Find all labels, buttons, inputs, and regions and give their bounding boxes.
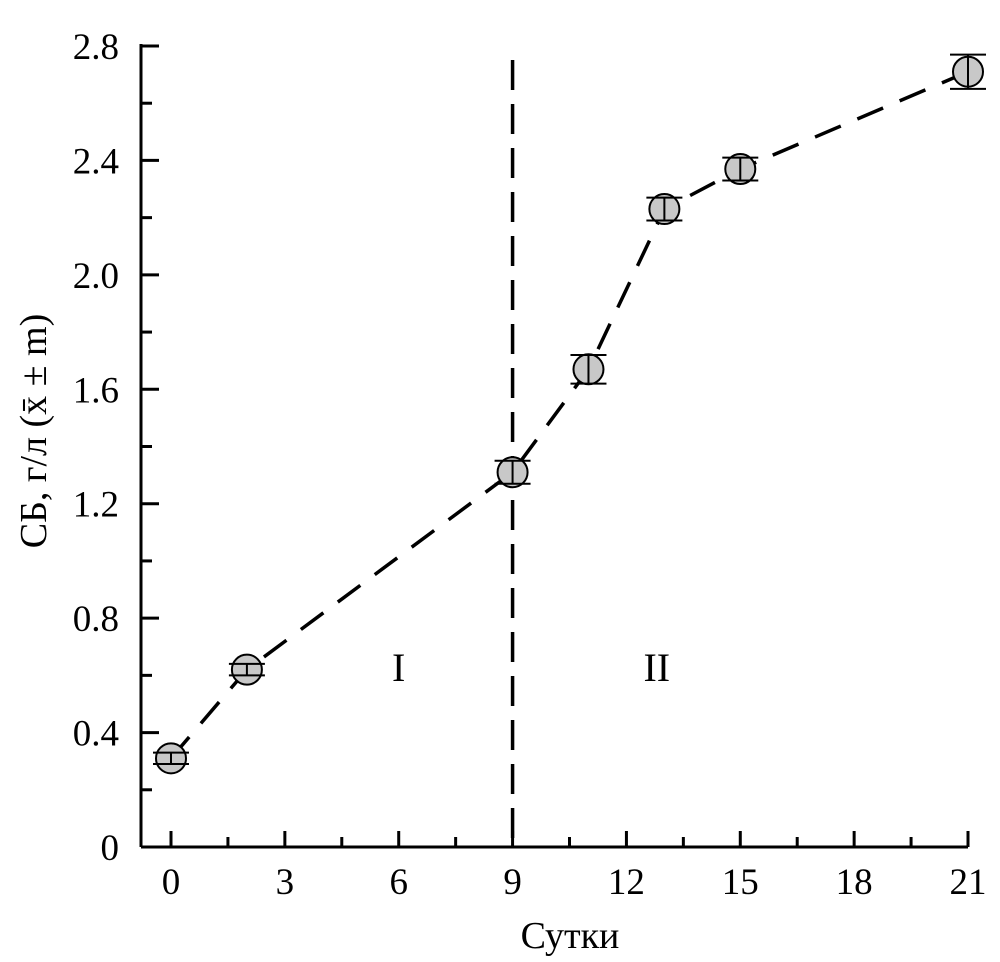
x-tick-label: 9 bbox=[503, 862, 522, 903]
y-axis-title: СБ, г/л (x̄ ± m) bbox=[13, 314, 55, 549]
series-lines bbox=[169, 70, 969, 760]
y-tick-label: 0.4 bbox=[73, 714, 119, 755]
y-tick-label: 2.8 bbox=[73, 27, 119, 68]
y-tick-label: 1.2 bbox=[73, 485, 119, 526]
x-tick-label: 12 bbox=[608, 862, 645, 903]
region-label: II bbox=[643, 645, 670, 690]
y-tick-label: 0.8 bbox=[73, 599, 119, 640]
x-tick-label: 18 bbox=[836, 862, 873, 903]
axes bbox=[139, 44, 968, 849]
x-tick-label: 3 bbox=[276, 862, 295, 903]
series-line bbox=[169, 70, 969, 760]
axis-ticks bbox=[141, 44, 970, 849]
y-tick-label: 1.6 bbox=[73, 370, 119, 411]
region-label: I bbox=[392, 645, 405, 690]
x-tick-label: 0 bbox=[162, 862, 181, 903]
x-tick-label: 21 bbox=[950, 862, 987, 903]
error-bars bbox=[153, 53, 986, 766]
region-labels: I II bbox=[392, 645, 670, 690]
tick-labels: 0 0.4 0.8 1.2 1.6 2.0 2.4 2.8 0 3 6 9 12 15 18 21 bbox=[73, 27, 987, 903]
x-tick-label: 15 bbox=[722, 862, 759, 903]
y-tick-label: 0 bbox=[101, 828, 120, 869]
y-tick-label: 2.0 bbox=[73, 256, 119, 297]
x-axis-title: Сутки bbox=[521, 915, 620, 957]
x-tick-label: 6 bbox=[389, 862, 408, 903]
y-tick-label: 2.4 bbox=[73, 141, 119, 182]
data-points bbox=[155, 55, 984, 775]
